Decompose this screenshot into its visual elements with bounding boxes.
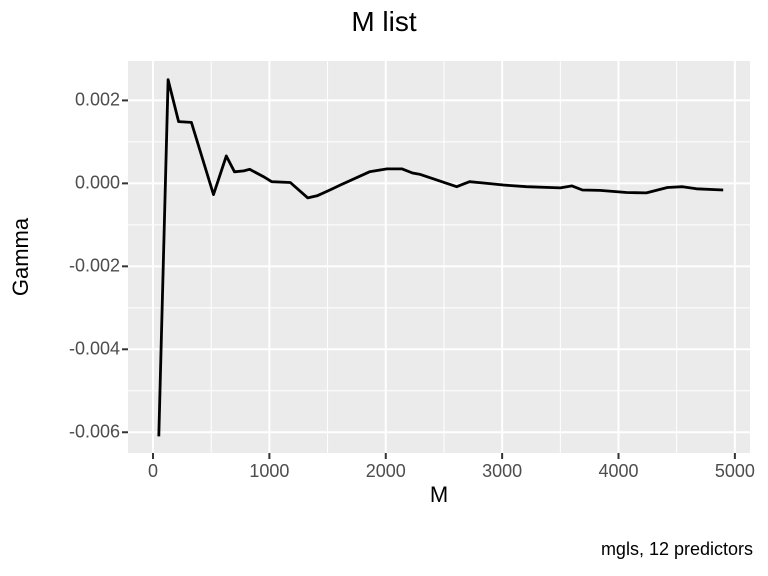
- x-tick-label: 1000: [249, 461, 290, 481]
- plot-title: M list: [351, 6, 417, 37]
- x-tick-label: 3000: [482, 461, 523, 481]
- y-tick-label: 0.000: [74, 172, 120, 193]
- data-line: [157, 78, 724, 437]
- y-tick-label: -0.002: [68, 255, 120, 276]
- y-tick-label: -0.006: [68, 421, 120, 442]
- y-tick-label: 0.002: [74, 89, 120, 110]
- x-axis-title: M: [429, 482, 449, 507]
- x-tick-label: 2000: [365, 461, 406, 481]
- y-tick-label: -0.004: [68, 338, 120, 359]
- caption: mgls, 12 predictors: [600, 539, 753, 559]
- x-tick-label: 0: [148, 461, 159, 481]
- x-tick-label: 5000: [714, 461, 755, 481]
- panel-background: [128, 61, 750, 453]
- y-axis-title: Gamma: [8, 217, 33, 297]
- x-tick-label: 4000: [598, 461, 639, 481]
